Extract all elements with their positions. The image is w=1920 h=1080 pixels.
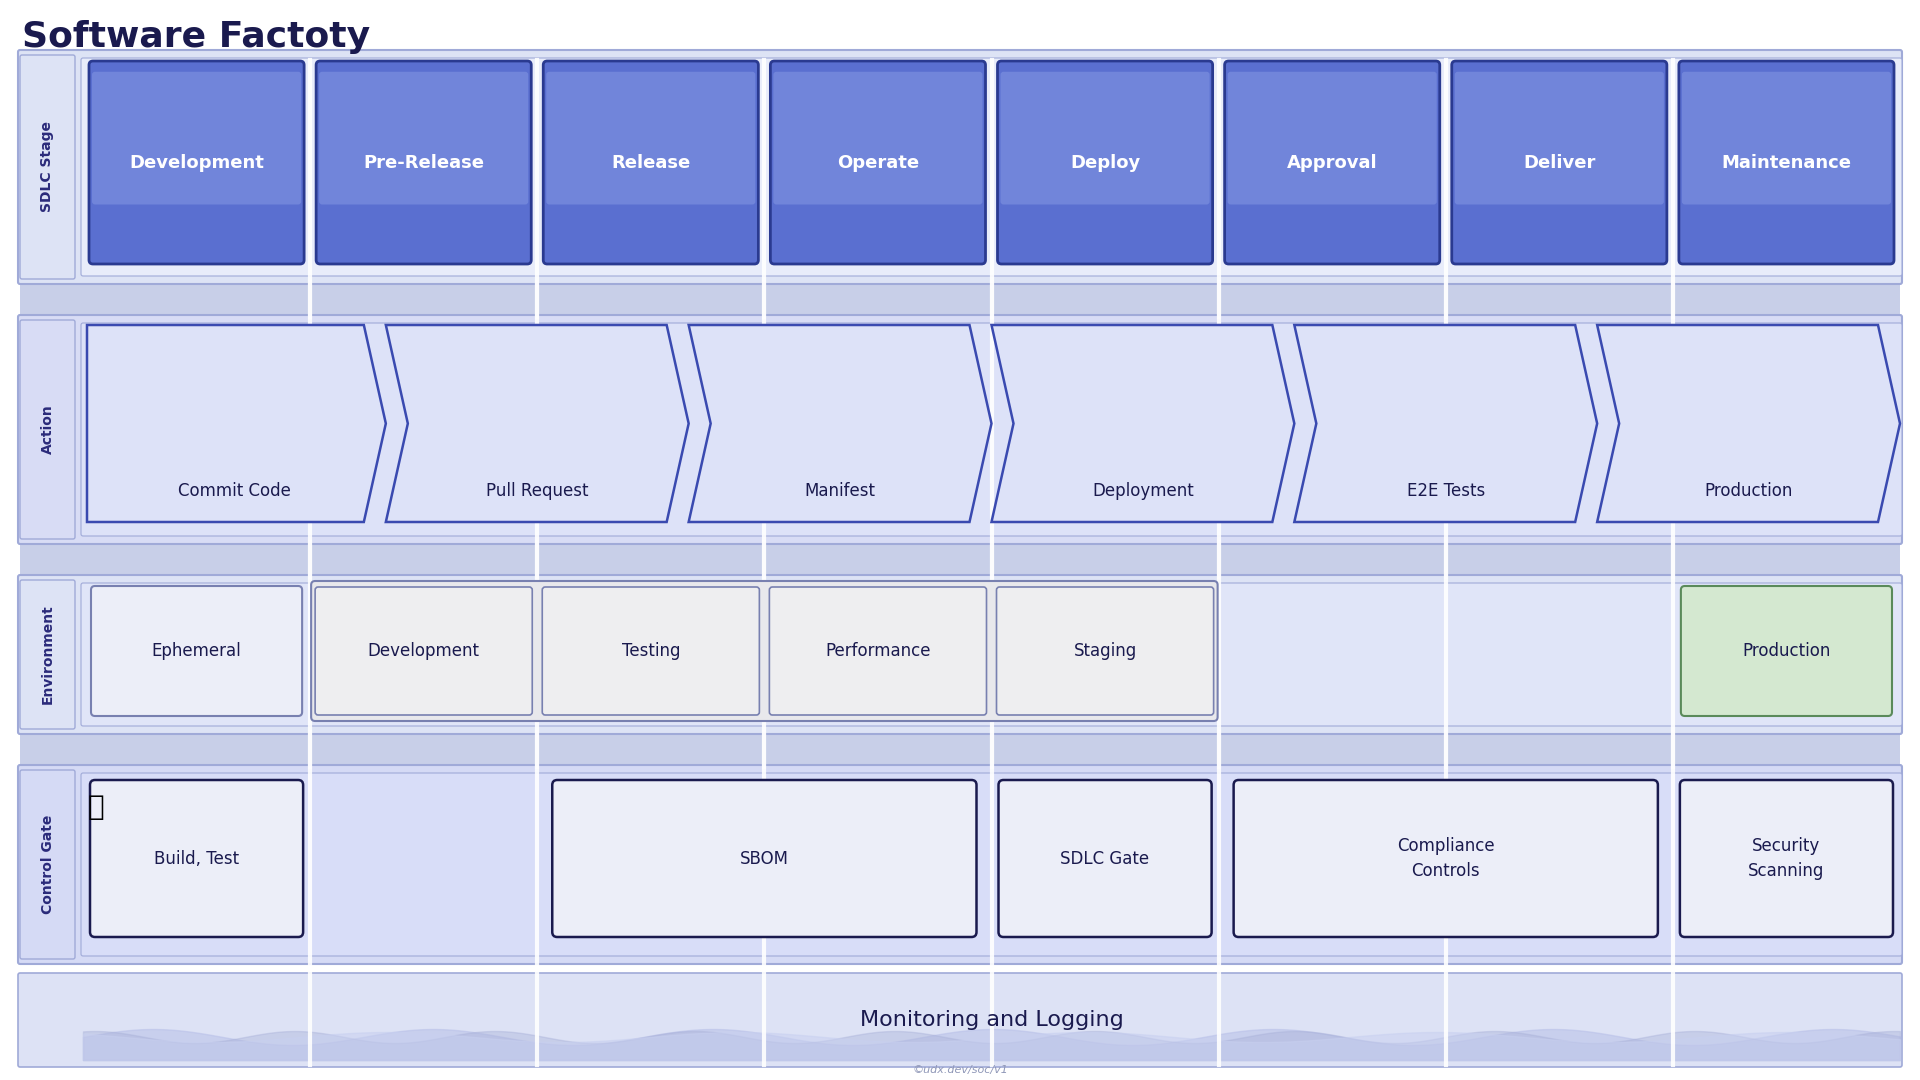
FancyBboxPatch shape <box>1455 71 1665 204</box>
Text: Testing: Testing <box>622 642 680 660</box>
Text: Monitoring and Logging: Monitoring and Logging <box>860 1010 1123 1030</box>
Text: Build, Test: Build, Test <box>154 850 240 867</box>
Text: Operate: Operate <box>837 153 920 172</box>
FancyBboxPatch shape <box>17 973 1903 1067</box>
Polygon shape <box>1597 325 1901 522</box>
Text: Pre-Release: Pre-Release <box>363 153 484 172</box>
FancyBboxPatch shape <box>19 282 1901 318</box>
Text: Manifest: Manifest <box>804 482 876 500</box>
Text: Performance: Performance <box>826 642 931 660</box>
Text: Staging: Staging <box>1073 642 1137 660</box>
FancyBboxPatch shape <box>17 315 1903 544</box>
FancyBboxPatch shape <box>998 60 1213 264</box>
Text: Development: Development <box>129 153 265 172</box>
FancyBboxPatch shape <box>1680 586 1891 716</box>
FancyBboxPatch shape <box>81 583 1903 726</box>
FancyBboxPatch shape <box>19 542 1901 577</box>
Text: Commit Code: Commit Code <box>179 482 290 500</box>
FancyBboxPatch shape <box>90 586 301 716</box>
FancyBboxPatch shape <box>553 780 977 937</box>
FancyBboxPatch shape <box>317 60 532 264</box>
Text: Deliver: Deliver <box>1523 153 1596 172</box>
FancyBboxPatch shape <box>770 60 985 264</box>
FancyBboxPatch shape <box>1678 60 1893 264</box>
Text: Control Gate: Control Gate <box>40 814 54 914</box>
FancyBboxPatch shape <box>319 71 528 204</box>
Text: ©udx.dev/soc/v1: ©udx.dev/soc/v1 <box>912 1065 1008 1075</box>
Text: E2E Tests: E2E Tests <box>1407 482 1484 500</box>
FancyBboxPatch shape <box>19 320 75 539</box>
Text: SDLC Gate: SDLC Gate <box>1060 850 1150 867</box>
FancyBboxPatch shape <box>311 581 1217 721</box>
Text: Approval: Approval <box>1286 153 1377 172</box>
Text: Deployment: Deployment <box>1092 482 1194 500</box>
FancyBboxPatch shape <box>774 71 983 204</box>
Text: SDLC Stage: SDLC Stage <box>40 121 54 213</box>
Text: 🔒: 🔒 <box>88 793 104 821</box>
FancyBboxPatch shape <box>19 732 1901 767</box>
FancyBboxPatch shape <box>770 588 987 715</box>
FancyBboxPatch shape <box>88 60 303 264</box>
FancyBboxPatch shape <box>1235 780 1657 937</box>
FancyBboxPatch shape <box>1680 780 1893 937</box>
Text: Production: Production <box>1741 642 1830 660</box>
Text: Pull Request: Pull Request <box>486 482 589 500</box>
FancyBboxPatch shape <box>1227 71 1436 204</box>
FancyBboxPatch shape <box>996 588 1213 715</box>
Polygon shape <box>1294 325 1597 522</box>
Text: Maintenance: Maintenance <box>1722 153 1851 172</box>
Text: Environment: Environment <box>40 605 54 704</box>
Text: Compliance
Controls: Compliance Controls <box>1398 837 1494 880</box>
FancyBboxPatch shape <box>315 588 532 715</box>
FancyBboxPatch shape <box>81 323 1903 536</box>
Polygon shape <box>991 325 1294 522</box>
Text: Ephemeral: Ephemeral <box>152 642 242 660</box>
FancyBboxPatch shape <box>1452 60 1667 264</box>
FancyBboxPatch shape <box>547 71 755 204</box>
FancyBboxPatch shape <box>1225 60 1440 264</box>
Text: SBOM: SBOM <box>739 850 789 867</box>
Text: Deploy: Deploy <box>1069 153 1140 172</box>
Polygon shape <box>689 325 991 522</box>
Text: Production: Production <box>1705 482 1793 500</box>
FancyBboxPatch shape <box>17 50 1903 284</box>
FancyBboxPatch shape <box>1000 71 1210 204</box>
Text: Software Factoty: Software Factoty <box>21 21 371 54</box>
FancyBboxPatch shape <box>17 575 1903 734</box>
FancyBboxPatch shape <box>92 71 301 204</box>
FancyBboxPatch shape <box>81 773 1903 956</box>
FancyBboxPatch shape <box>17 765 1903 964</box>
Polygon shape <box>386 325 689 522</box>
FancyBboxPatch shape <box>19 770 75 959</box>
Polygon shape <box>86 325 386 522</box>
Text: Security
Scanning: Security Scanning <box>1749 837 1824 880</box>
FancyBboxPatch shape <box>19 580 75 729</box>
FancyBboxPatch shape <box>998 780 1212 937</box>
FancyBboxPatch shape <box>1682 71 1891 204</box>
Text: Development: Development <box>369 642 480 660</box>
Text: Release: Release <box>611 153 691 172</box>
FancyBboxPatch shape <box>90 780 303 937</box>
FancyBboxPatch shape <box>543 60 758 264</box>
FancyBboxPatch shape <box>81 58 1903 276</box>
Text: Action: Action <box>40 405 54 455</box>
FancyBboxPatch shape <box>541 588 760 715</box>
FancyBboxPatch shape <box>19 55 75 279</box>
